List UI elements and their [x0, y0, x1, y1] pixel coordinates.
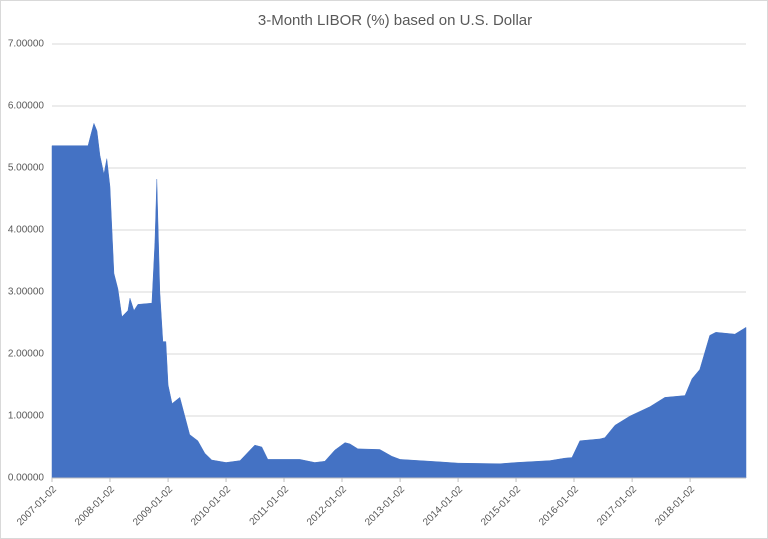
y-tick-label: 2.00000 — [8, 349, 45, 360]
y-tick-label: 5.00000 — [8, 163, 45, 174]
y-tick-label: 4.00000 — [8, 225, 45, 236]
y-tick-label: 1.00000 — [8, 411, 45, 422]
y-tick-label: 7.00000 — [8, 39, 45, 50]
y-tick-label: 6.00000 — [8, 101, 45, 112]
y-tick-label: 3.00000 — [8, 287, 45, 298]
y-tick-label: 0.00000 — [8, 473, 45, 484]
area — [51, 122, 747, 479]
chart-title: 3-Month LIBOR (%) based on U.S. Dollar — [258, 12, 532, 29]
